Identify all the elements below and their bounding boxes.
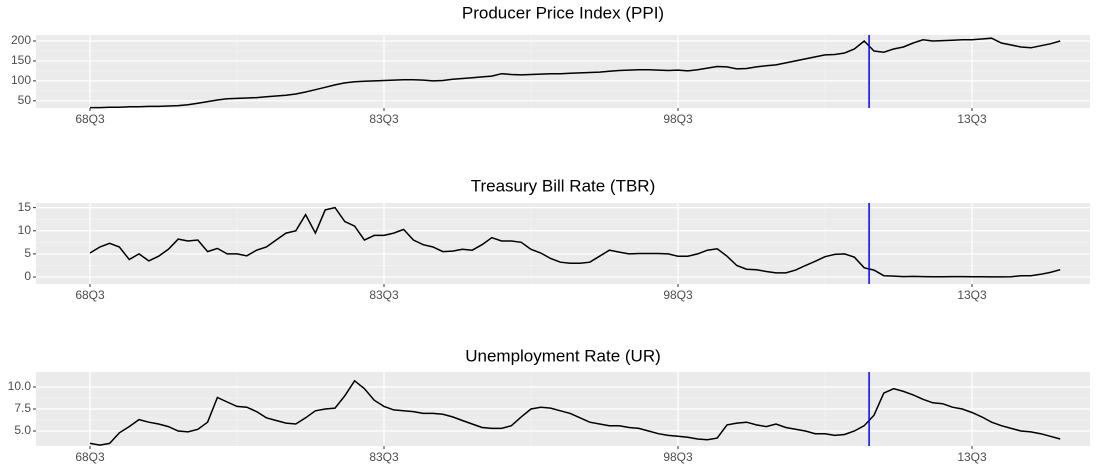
data-line (89, 379, 1061, 446)
x-tick-label: 83Q3 (369, 112, 399, 126)
y-tick-label: 0 (24, 269, 31, 283)
x-tick-label: 13Q3 (957, 288, 987, 302)
x-tick-label: 68Q3 (75, 288, 105, 302)
data-line (90, 37, 1061, 109)
chart-title: Producer Price Index (PPI) (462, 3, 664, 22)
panel-background (36, 35, 1090, 108)
y-tick-label: 15 (18, 200, 32, 214)
y-tick-label: 10 (18, 223, 32, 237)
data-line (89, 206, 1061, 278)
y-tick-label: 100 (11, 73, 31, 87)
x-tick-label: 13Q3 (957, 450, 987, 464)
y-tick-label: 10.0 (8, 379, 32, 393)
x-tick-label: 98Q3 (663, 112, 693, 126)
x-tick-label: 98Q3 (663, 288, 693, 302)
x-tick-label: 98Q3 (663, 450, 693, 464)
y-tick-label: 5 (24, 246, 31, 260)
y-tick-label: 50 (18, 93, 32, 107)
x-tick-label: 83Q3 (369, 450, 399, 464)
y-tick-label: 200 (11, 33, 31, 47)
x-tick-label: 13Q3 (957, 112, 987, 126)
y-tick-label: 7.5 (14, 401, 31, 415)
x-tick-label: 68Q3 (75, 112, 105, 126)
y-tick-label: 150 (11, 53, 31, 67)
chart-title: Treasury Bill Rate (TBR) (471, 176, 656, 195)
chart-title: Unemployment Rate (UR) (465, 346, 661, 365)
x-tick-label: 68Q3 (75, 450, 105, 464)
y-tick-label: 5.0 (14, 423, 31, 437)
panel-background (36, 203, 1090, 284)
x-tick-label: 83Q3 (369, 288, 399, 302)
